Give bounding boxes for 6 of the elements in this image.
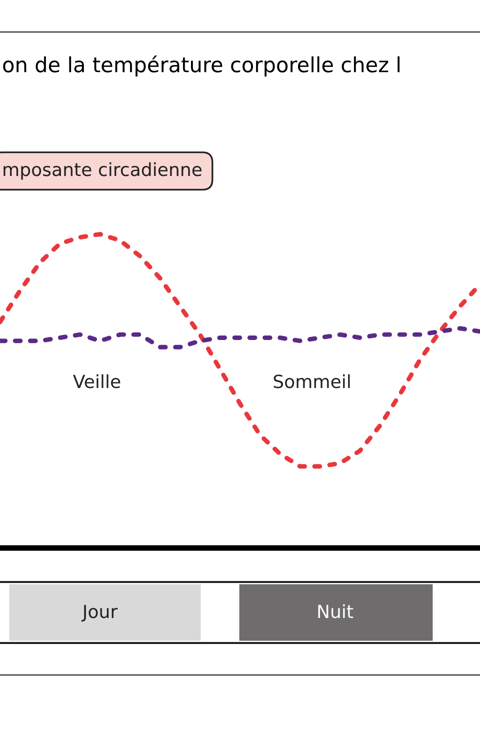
chart-title: on de la température corporelle chez l: [3, 56, 400, 76]
text: mposante circadienne: [4, 162, 202, 180]
text: Nuit: [318, 604, 354, 618]
annotation: Veille: [73, 374, 120, 388]
text: Jour: [81, 604, 118, 622]
annotation: Sommeil: [274, 374, 350, 388]
